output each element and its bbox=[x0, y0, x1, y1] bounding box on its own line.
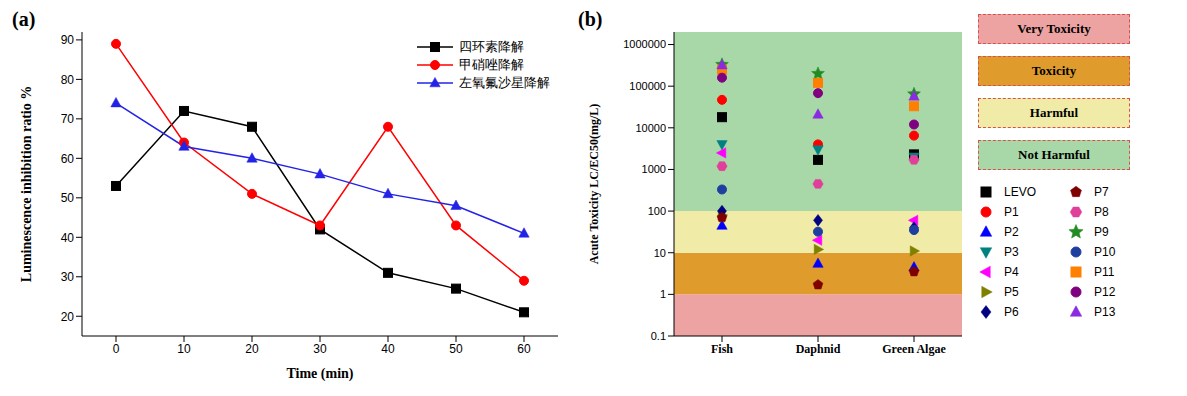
html-text:(b): (b) bbox=[578, 8, 603, 30]
html-text:P3: P3 bbox=[1004, 245, 1019, 259]
svg-text:0: 0 bbox=[113, 342, 120, 356]
svg-text:40: 40 bbox=[381, 342, 395, 356]
svg-text:50: 50 bbox=[61, 191, 75, 205]
html-text:甲硝唑降解: 甲硝唑降解 bbox=[459, 57, 524, 72]
svg-text:10000: 10000 bbox=[635, 122, 666, 134]
svg-text:Green Algae: Green Algae bbox=[882, 342, 946, 356]
html-text:P7: P7 bbox=[1094, 185, 1109, 199]
svg-text:0.1: 0.1 bbox=[651, 330, 666, 342]
html-text:P13: P13 bbox=[1094, 305, 1116, 319]
html-text:P6: P6 bbox=[1004, 305, 1019, 319]
html-text:P5: P5 bbox=[1004, 285, 1019, 299]
html-text:Not Harmful: Not Harmful bbox=[1018, 147, 1090, 162]
svg-text:Fish: Fish bbox=[711, 342, 733, 356]
svg-text:10: 10 bbox=[654, 247, 666, 259]
svg-text:100: 100 bbox=[648, 205, 666, 217]
html-text:P4: P4 bbox=[1004, 265, 1019, 279]
svg-text:60: 60 bbox=[517, 342, 531, 356]
svg-text:70: 70 bbox=[61, 112, 75, 126]
html-text:P9: P9 bbox=[1094, 225, 1109, 239]
svg-text:40: 40 bbox=[61, 231, 75, 245]
html-text:Harmful: Harmful bbox=[1029, 105, 1079, 120]
html-text:P11: P11 bbox=[1094, 265, 1115, 279]
svg-text:Luminescence inhibition ratio: Luminescence inhibition ratio % bbox=[19, 86, 34, 282]
svg-text:60: 60 bbox=[61, 152, 75, 166]
svg-text:30: 30 bbox=[61, 270, 75, 284]
svg-text:20: 20 bbox=[61, 310, 75, 324]
svg-text:100000: 100000 bbox=[629, 80, 666, 92]
html-text:P2: P2 bbox=[1004, 225, 1019, 239]
html-text:(a): (a) bbox=[12, 8, 36, 30]
html-text:P8: P8 bbox=[1094, 205, 1109, 219]
svg-text:30: 30 bbox=[313, 342, 327, 356]
svg-text:20: 20 bbox=[245, 342, 259, 356]
svg-text:50: 50 bbox=[449, 342, 463, 356]
svg-text:1: 1 bbox=[660, 288, 666, 300]
svg-text:90: 90 bbox=[61, 33, 75, 47]
svg-text:1000: 1000 bbox=[642, 163, 666, 175]
html-text:P12: P12 bbox=[1094, 285, 1116, 299]
svg-text:Time (min): Time (min) bbox=[286, 366, 353, 382]
svg-text:Daphnid: Daphnid bbox=[796, 342, 841, 356]
html-text:Very Toxicity: Very Toxicity bbox=[1017, 21, 1091, 36]
html-text:P1: P1 bbox=[1004, 205, 1019, 219]
html-text:P10: P10 bbox=[1094, 245, 1116, 259]
svg-text:Acute Toxicity LC/EC50(mg/L): Acute Toxicity LC/EC50(mg/L) bbox=[587, 104, 601, 265]
svg-text:1000000: 1000000 bbox=[623, 38, 666, 50]
html-text:Toxicity: Toxicity bbox=[1031, 63, 1077, 78]
html-text:LEVO: LEVO bbox=[1004, 185, 1036, 199]
svg-text:80: 80 bbox=[61, 73, 75, 87]
html-text:四环素降解: 四环素降解 bbox=[459, 39, 524, 54]
html-text:左氧氟沙星降解: 左氧氟沙星降解 bbox=[459, 75, 550, 90]
svg-text:10: 10 bbox=[177, 342, 191, 356]
